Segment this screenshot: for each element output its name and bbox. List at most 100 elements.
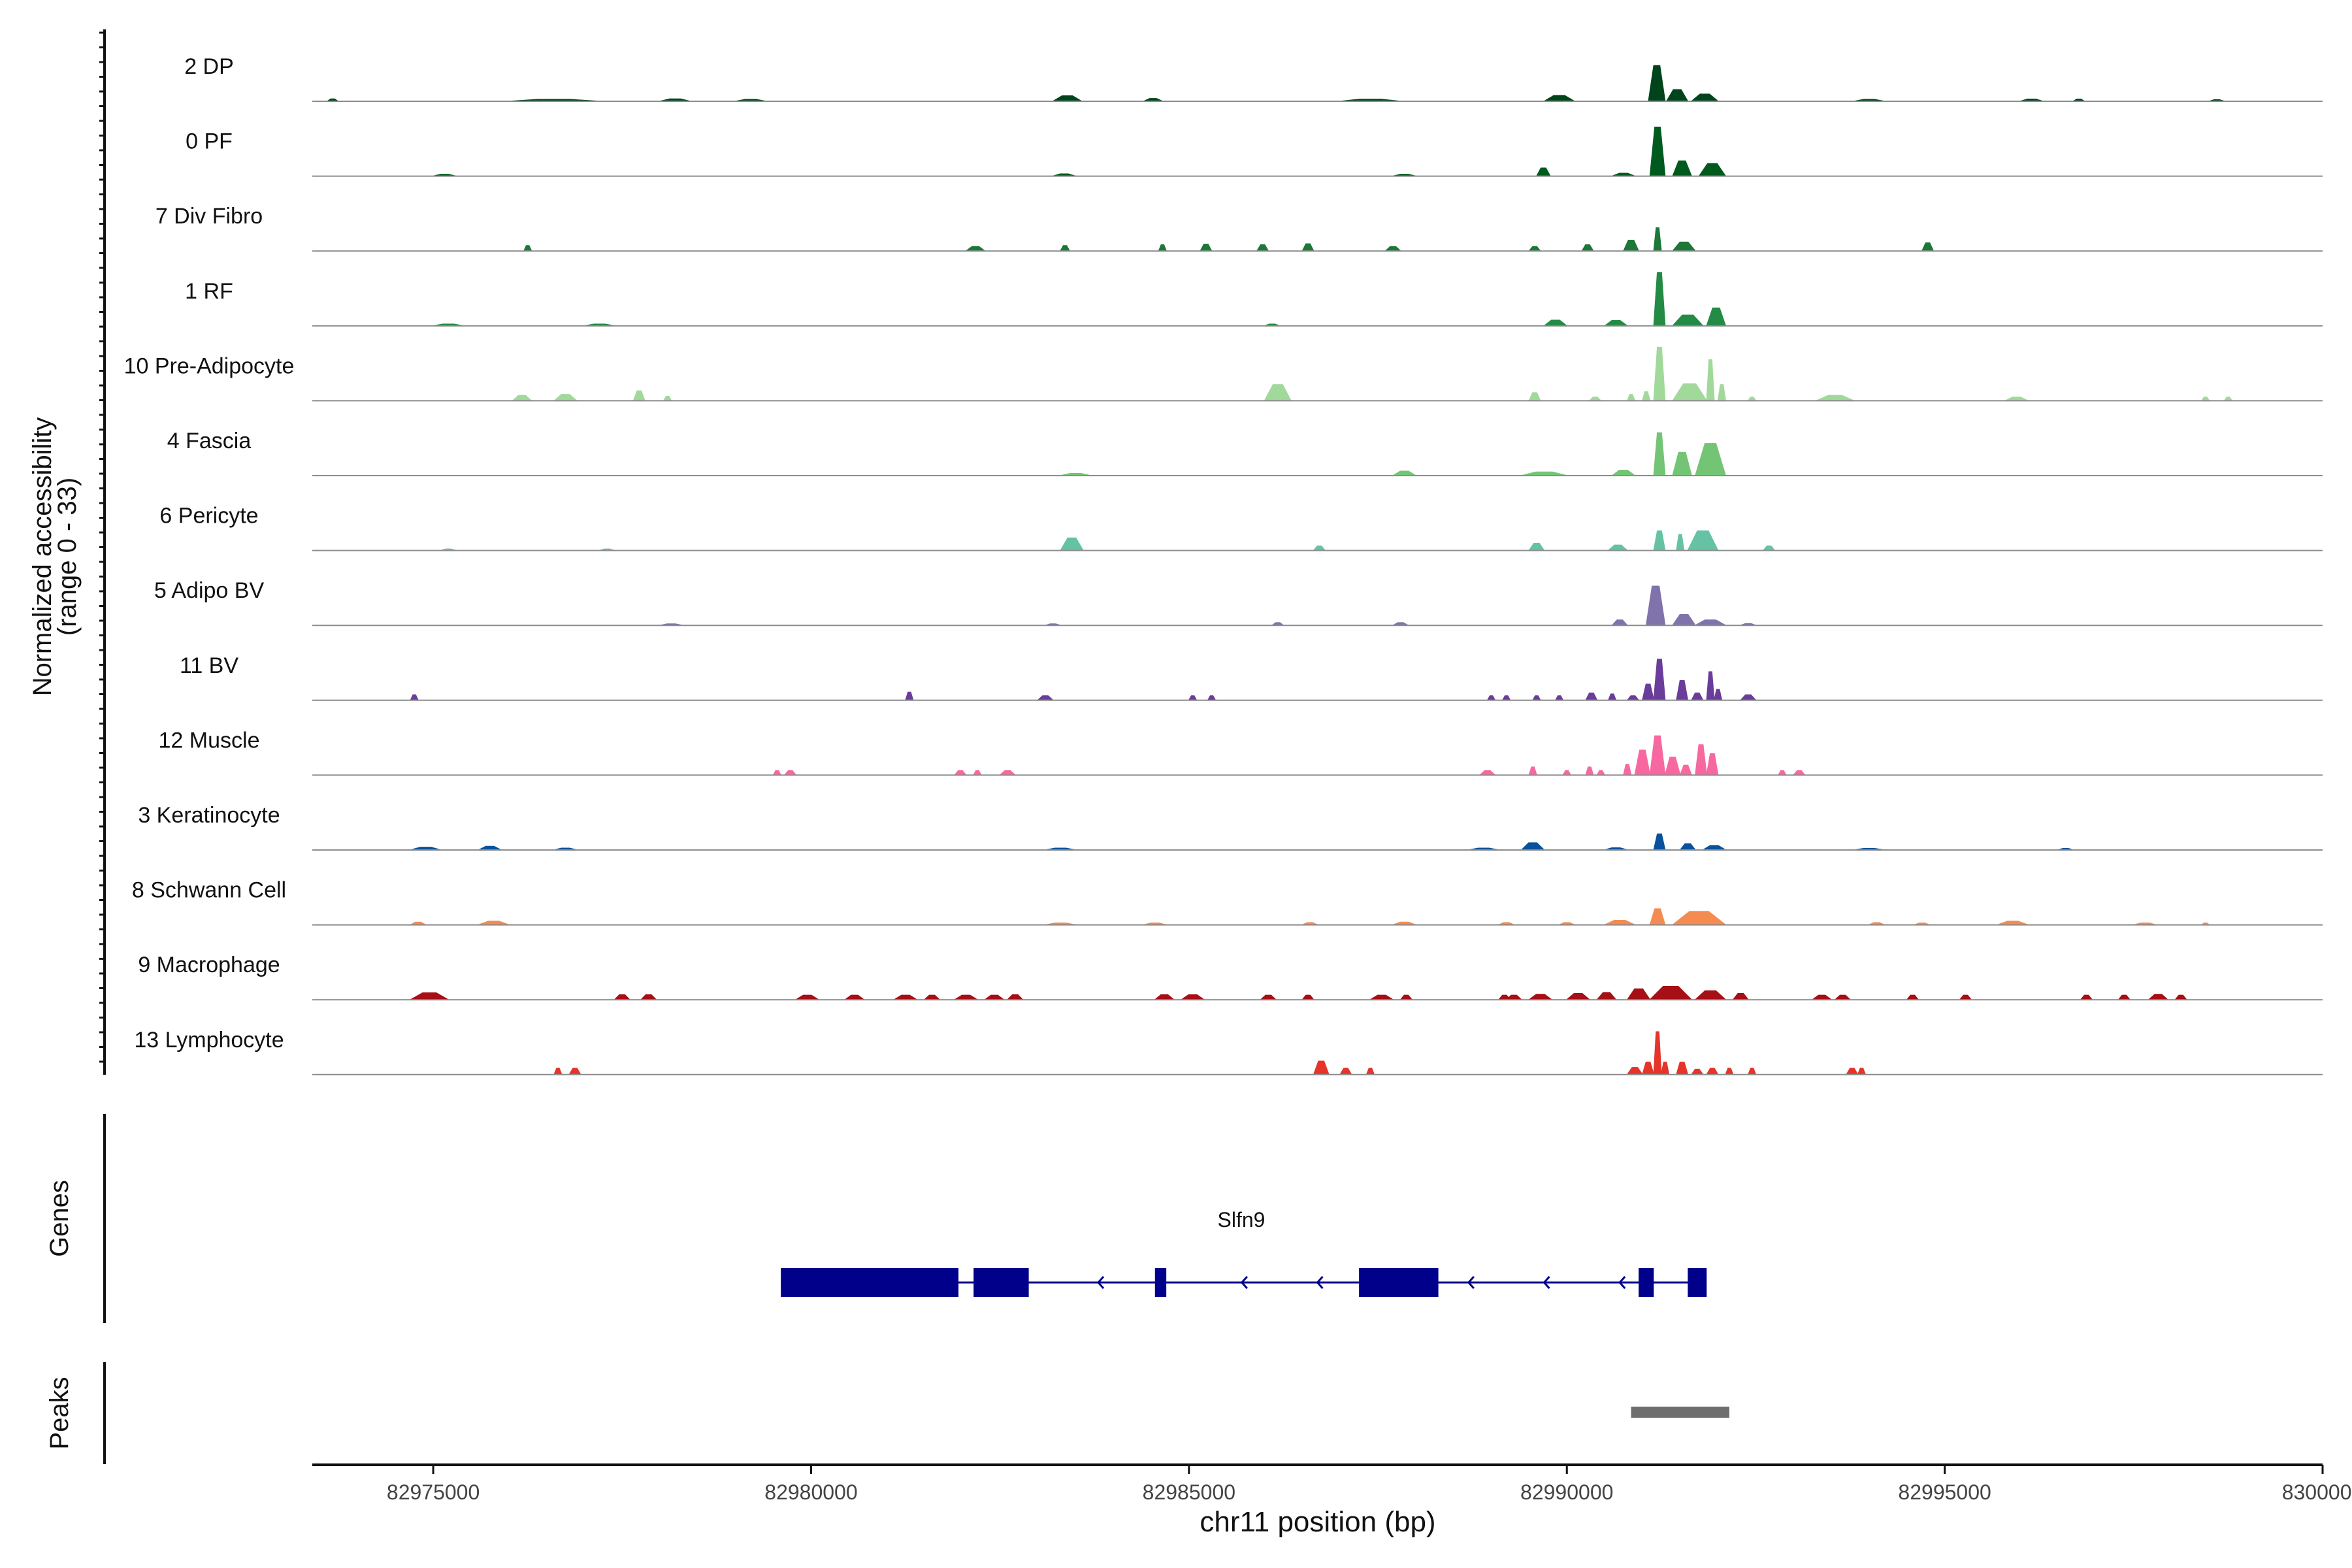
coverage-peak [1706,307,1727,327]
coverage-peak [1634,749,1651,776]
coverage-peak [1649,735,1666,776]
coverage-peak [1671,314,1705,327]
coverage-peak [964,246,987,252]
coverage-peak [1562,770,1572,776]
coverage-peak [1259,994,1277,1000]
peak-regions [1631,1407,1729,1418]
coverage-peak [1622,240,1640,252]
track-7-div-fibro: 7 Div Fibro [155,204,2323,252]
coverage-peak [1059,537,1085,551]
coverage-peak [640,994,658,1000]
coverage-peak [1777,770,1787,776]
track-8-schwann-cell: 8 Schwann Cell [132,878,2323,926]
track-label: 2 DP [184,54,234,79]
coverage-peak [1584,693,1598,701]
coverage-peak [2080,994,2093,1000]
coverage-peak [1671,614,1697,626]
y-axis-label: Normalized accessibility [28,417,57,696]
track-2-dp: 2 DP [184,54,2323,102]
coverage-peak [1679,843,1697,851]
gene-exon [1154,1268,1167,1297]
coverage-peak [1527,246,1542,252]
coverage-peak [662,395,672,402]
coverage-peak [1528,392,1541,402]
coverage-peak [553,394,578,402]
coverage-peak [1626,988,1651,1000]
track-label: 11 BV [180,653,238,678]
coverage-peak [1059,245,1071,252]
coverage-peak [1906,994,1919,1000]
coverage-peak [1706,359,1715,402]
coverage-peak [1313,546,1326,551]
x-tick-label: 82980000 [764,1480,857,1504]
coverage-peak [1158,244,1168,252]
track-9-macrophage: 9 Macrophage [138,953,2323,1001]
y-axis-range-label: (range 0 - 33) [53,478,82,636]
coverage-peak [783,770,797,776]
track-3-keratinocyte: 3 Keratinocyte [138,803,2323,851]
strand-arrow [1618,1276,1626,1289]
coverage-peak [2147,994,2169,1000]
coverage-peak [1653,272,1666,327]
track-10-pre-adipocyte: 10 Pre-Adipocyte [124,346,2323,402]
track-label: 13 Lymphocyte [134,1028,284,1053]
gene-exon [1359,1268,1439,1297]
coverage-peak [1717,384,1727,402]
coverage-peak [1368,994,1395,1000]
coverage-peak [1264,384,1292,402]
coverage-peak [1384,246,1402,252]
coverage-peak [1653,432,1666,476]
coverage-peak [1603,319,1629,327]
coverage-peak [1660,1061,1670,1075]
strand-arrow [1240,1276,1248,1289]
track-label: 8 Schwann Cell [132,878,286,903]
coverage-peak [953,770,968,776]
coverage-peak [1810,994,1833,1000]
strand-arrow [1097,1276,1105,1289]
track-12-muscle: 12 Muscle [159,728,2323,776]
coverage-peak [1687,530,1719,551]
coverage-tracks: 2 DP 0 PF 7 Div Fibro 1 RF 10 Pre-Adipocyte 4… [124,54,2323,1075]
coverage-peak [568,1068,582,1075]
coverage-peak [1792,770,1806,776]
coverage-peak [1739,694,1757,701]
coverage-peak [1653,346,1666,402]
coverage-peak [632,390,646,402]
peaks-track-label: Peaks [45,1377,74,1449]
peak-region [1631,1407,1729,1418]
coverage-peak [1725,1068,1734,1075]
coverage-peak [1543,319,1569,327]
coverage-peak [1701,845,1727,851]
coverage-peak [1676,534,1685,551]
strand-arrow [1316,1276,1324,1289]
coverage-peak [892,994,919,1000]
coverage-peak [1501,695,1511,701]
gene-exon [781,1268,959,1297]
track-label: 1 RF [185,279,233,304]
coverage-peak [1653,1031,1662,1075]
coverage-peak [1698,163,1727,177]
coverage-peak [1207,695,1217,701]
coverage-peak [1596,770,1606,776]
coverage-peak [1391,470,1418,476]
coverage-peak [1604,920,1635,926]
coverage-peak [1301,994,1315,1000]
coverage-peak [408,992,451,1000]
coverage-peak [1188,695,1198,701]
coverage-peak [923,994,941,1000]
coverage-peak [1626,695,1640,701]
coverage-peak [1653,227,1662,252]
x-tick-label: 82990000 [1520,1480,1613,1504]
coverage-peak [613,994,631,1000]
coverage-peak [1339,1068,1352,1075]
coverage-peak [1648,985,1693,1000]
coverage-peak [1693,619,1726,626]
coverage-peak [1626,1067,1644,1075]
coverage-peak [1554,695,1564,701]
track-label: 9 Macrophage [138,953,280,977]
coverage-peak [1676,680,1689,701]
coverage-peak [1199,244,1213,252]
coverage-peak [1672,451,1693,476]
coverage-peak [1653,659,1666,701]
coverage-peak [1365,1068,1375,1075]
